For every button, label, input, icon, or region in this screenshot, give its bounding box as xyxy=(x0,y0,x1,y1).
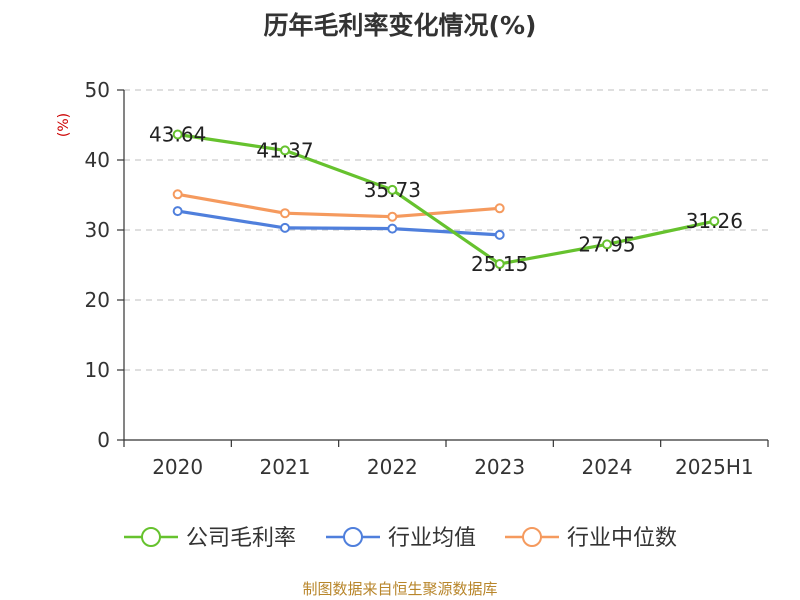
y-tick-label: 30 xyxy=(85,218,110,242)
legend-marker-icon xyxy=(343,527,363,547)
x-tick-label: 2025H1 xyxy=(675,455,754,479)
data-point[interactable] xyxy=(280,208,290,219)
y-tick-label: 20 xyxy=(85,288,110,312)
data-point[interactable] xyxy=(172,189,183,200)
x-tick-label: 2020 xyxy=(152,455,203,479)
grid xyxy=(124,89,768,371)
y-tick-label: 40 xyxy=(85,148,110,172)
legend-marker-icon xyxy=(141,527,161,547)
y-tick-label: 0 xyxy=(97,428,110,452)
x-tick-label: 2023 xyxy=(474,455,525,479)
data-point[interactable] xyxy=(387,211,398,222)
data-point[interactable] xyxy=(172,129,183,140)
data-label: 27.95 xyxy=(578,232,635,256)
x-tick-label: 2024 xyxy=(582,455,633,479)
y-tick-label: 50 xyxy=(85,78,110,102)
legend-marker-icon xyxy=(522,527,542,547)
x-tick-label: 2022 xyxy=(367,455,418,479)
data-label: 41.37 xyxy=(256,138,313,162)
legend[interactable]: 公司毛利率 行业均值 行业中位数 xyxy=(124,526,677,551)
data-point[interactable] xyxy=(709,216,720,227)
data-label: 43.64 xyxy=(149,123,206,147)
data-point[interactable] xyxy=(280,145,290,156)
data-label: 35.73 xyxy=(364,178,421,202)
data-point[interactable] xyxy=(494,258,505,269)
legend-item[interactable]: 行业均值 xyxy=(326,526,476,551)
data-labels: 43.64 41.37 35.73 25.15 27.95 31.26 xyxy=(149,123,743,276)
series xyxy=(172,129,720,269)
legend-item[interactable]: 行业中位数 xyxy=(505,526,677,551)
legend-label: 公司毛利率 xyxy=(186,526,296,551)
y-tick-label: 10 xyxy=(85,358,110,382)
series-line-2 xyxy=(176,192,502,219)
data-point[interactable] xyxy=(494,203,505,214)
data-point[interactable] xyxy=(172,206,183,217)
data-point[interactable] xyxy=(280,222,290,233)
legend-item[interactable]: 公司毛利率 xyxy=(124,526,296,551)
data-point[interactable] xyxy=(602,239,612,250)
legend-label: 行业中位数 xyxy=(567,526,677,551)
data-point[interactable] xyxy=(494,229,505,240)
source-note: 制图数据来自恒生聚源数据库 xyxy=(302,580,497,598)
data-label: 31.26 xyxy=(686,209,743,233)
legend-label: 行业均值 xyxy=(388,526,476,551)
series-line-0 xyxy=(176,132,716,266)
x-tick-label: 2021 xyxy=(260,455,311,479)
series-line-1 xyxy=(176,209,502,237)
chart-title: 历年毛利率变化情况(%) xyxy=(264,11,537,40)
data-label: 25.15 xyxy=(471,252,528,276)
axes: 0 10 20 30 40 50 2020 2021 2022 2023 2024 2025H1 xyxy=(85,78,769,479)
y-axis-label: (%) xyxy=(56,113,72,137)
data-point[interactable] xyxy=(387,223,398,234)
data-point[interactable] xyxy=(387,184,398,195)
